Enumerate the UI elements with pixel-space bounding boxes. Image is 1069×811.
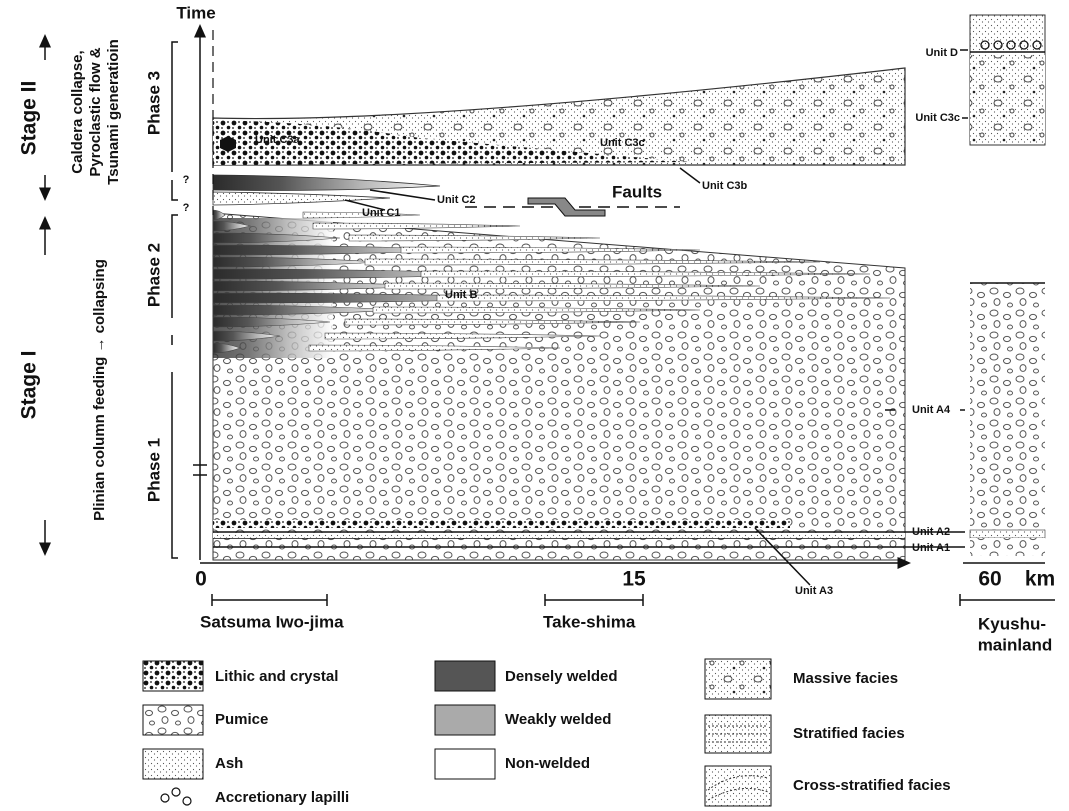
- stage-description: Plinian column feeding → collapsing: [91, 259, 108, 521]
- location-label: Satsuma Iwo-jima: [200, 612, 344, 631]
- unit-label: Unit A4: [912, 404, 951, 416]
- legend-label: Lithic and crystal: [215, 668, 338, 685]
- unit-label: Unit A2: [912, 526, 950, 538]
- welded-tongue: [313, 223, 520, 229]
- legend-label: Weakly welded: [505, 711, 611, 728]
- unit-label: Unit C1: [362, 207, 401, 219]
- diagram: Time 0 15 60 km Stage II Caldera collaps…: [0, 0, 1069, 811]
- axis-unit: km: [1025, 568, 1055, 591]
- unit-label: Unit B: [445, 289, 477, 301]
- legend-label: Ash: [215, 755, 243, 772]
- uncertain-mark: ?: [183, 202, 190, 214]
- unit-label: Unit C3c: [915, 112, 960, 124]
- stage-description: Pyroclastic flow &: [87, 47, 104, 176]
- unit-label: Unit D: [926, 47, 958, 59]
- unit-label: Unit A1: [912, 542, 950, 554]
- phase-label: Phase 2: [144, 243, 163, 307]
- location-label: mainland: [978, 635, 1053, 654]
- location-label: Kyushu-: [978, 614, 1046, 633]
- unit-label: Unit C3b: [702, 180, 748, 192]
- time-label: Time: [176, 3, 215, 22]
- axis-label: 15: [622, 568, 646, 591]
- axis-label: 0: [195, 568, 207, 591]
- unit-label: Unit C2: [437, 194, 476, 206]
- welded-tongue: [349, 235, 600, 241]
- phase-label: Phase 1: [144, 438, 163, 502]
- legend-label: Massive facies: [793, 670, 898, 687]
- stage-description: Tsunami generatioin: [105, 39, 122, 185]
- legend-label: Densely welded: [505, 668, 618, 685]
- legend-label: Stratified facies: [793, 725, 905, 742]
- legend-label: Non-welded: [505, 755, 590, 772]
- phase-label: Phase 3: [144, 71, 163, 135]
- stage-label: Stage II: [18, 81, 41, 156]
- location-label: Take-shima: [543, 612, 636, 631]
- unit-label: Unit A3: [795, 585, 833, 597]
- unit-label: Unit C3a: [255, 134, 301, 146]
- axis-label: 60: [978, 568, 1001, 591]
- stage-description: Caldera collapse,: [69, 50, 86, 173]
- unit-label: Unit C3c: [600, 137, 645, 149]
- faults-label: Faults: [612, 182, 662, 201]
- uncertain-mark: ?: [183, 174, 190, 186]
- legend-label: Pumice: [215, 711, 268, 728]
- legend-label: Accretionary lapilli: [215, 789, 349, 806]
- legend-label: Cross-stratified facies: [793, 777, 951, 794]
- stage-label: Stage I: [18, 351, 41, 420]
